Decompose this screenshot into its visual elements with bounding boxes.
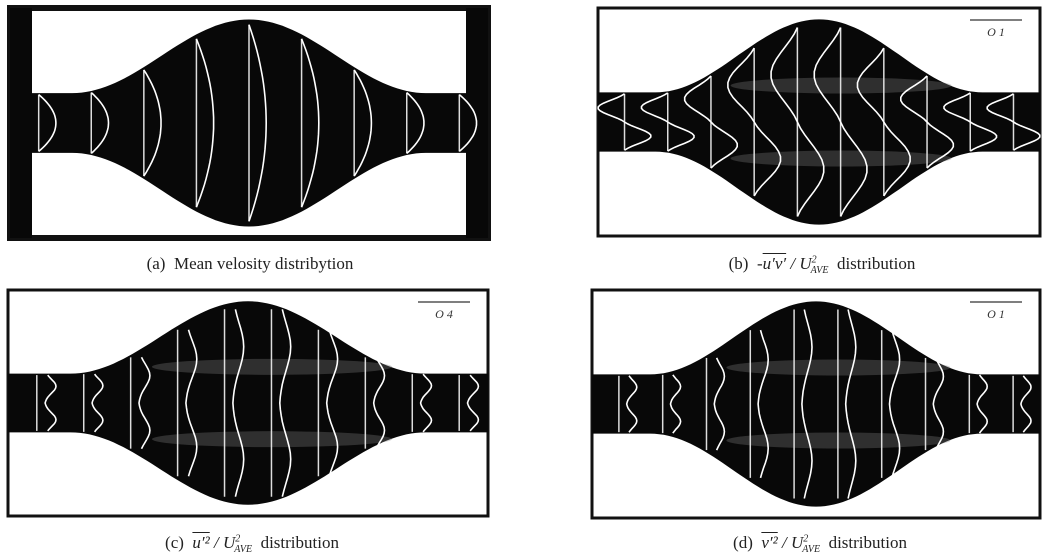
caption-b: (b) -u′v′ / U2AVE distribution (729, 254, 916, 276)
caption-symbol: u′v′ (763, 254, 786, 273)
caption-label: (c) (165, 533, 184, 552)
caption-label: (b) (729, 254, 749, 273)
caption-symbol: v′² (761, 533, 777, 552)
caption-sub: AVE (802, 544, 820, 555)
caption-a: (a) Mean velosity distribytion (147, 254, 354, 274)
panel (10, 8, 488, 238)
caption-label: (d) (733, 533, 753, 552)
caption-d: (d) v′² / U2AVE distribution (733, 533, 907, 555)
scale-label: O 1 (987, 25, 1005, 39)
panel: O 4 (8, 290, 488, 516)
caption-sub: AVE (811, 265, 829, 276)
caption-c: (c) u′² / U2AVE distribution (165, 533, 339, 555)
caption-symbol: u′² (192, 533, 209, 552)
caption-text: distribution (837, 254, 915, 273)
caption-text: Mean velosity distribytion (174, 254, 353, 273)
caption-label: (a) (147, 254, 166, 273)
end-block (10, 8, 32, 238)
caption-divisor: / U (782, 533, 803, 552)
caption-divisor: / U (790, 254, 811, 273)
panel: O 1 (598, 8, 1040, 236)
caption-text: distribution (261, 533, 339, 552)
figure: O 1 O 4 O 1 (0, 0, 1048, 559)
caption-text: distribution (829, 533, 907, 552)
caption-divisor: / U (214, 533, 235, 552)
panel: O 1 (592, 290, 1040, 518)
scale-label: O 1 (987, 307, 1005, 321)
caption-sup: 2 (812, 254, 817, 265)
caption-sup: 2 (235, 533, 240, 544)
scale-label: O 4 (435, 307, 453, 321)
caption-sup: 2 (803, 533, 808, 544)
page: O 1 O 4 O 1 (a) Mean velosity distribytion… (0, 0, 1048, 559)
caption-sub: AVE (234, 544, 252, 555)
